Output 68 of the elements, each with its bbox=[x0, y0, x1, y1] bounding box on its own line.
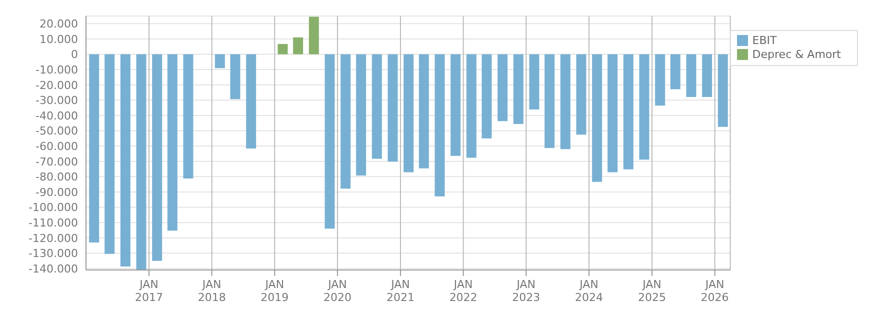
x-tick-label: JAN 2023 bbox=[512, 278, 540, 304]
bar bbox=[372, 54, 382, 159]
bar bbox=[340, 54, 351, 189]
bar bbox=[278, 44, 288, 54]
bar bbox=[576, 54, 586, 135]
bar bbox=[136, 54, 146, 270]
y-tick-label: 10.000 bbox=[40, 32, 78, 46]
bar bbox=[418, 54, 429, 168]
bar bbox=[152, 54, 162, 261]
bar bbox=[686, 54, 696, 97]
x-tick-label: JAN 2026 bbox=[700, 278, 729, 304]
bar bbox=[592, 54, 602, 182]
y-tick-label: -60.000 bbox=[36, 140, 78, 153]
legend-label: Deprec & Amort bbox=[752, 48, 841, 61]
bar bbox=[718, 54, 728, 127]
bar bbox=[466, 54, 476, 158]
y-tick-label: -110.000 bbox=[28, 216, 78, 230]
bar bbox=[167, 54, 178, 231]
bar bbox=[529, 54, 540, 110]
bar bbox=[544, 54, 555, 148]
bar bbox=[404, 54, 414, 172]
bar bbox=[513, 54, 524, 124]
bar bbox=[308, 16, 319, 54]
y-tick-label: -130.000 bbox=[28, 247, 78, 260]
y-tick-label: -120.000 bbox=[28, 232, 78, 245]
y-tick-label: -140.000 bbox=[28, 262, 78, 276]
x-tick-label: JAN 2018 bbox=[198, 278, 226, 304]
y-tick-label: -20.000 bbox=[36, 78, 78, 92]
bar bbox=[670, 54, 680, 90]
bar bbox=[324, 54, 335, 229]
bar bbox=[560, 54, 570, 150]
y-tick-label: -30.000 bbox=[36, 94, 78, 108]
bar bbox=[623, 54, 634, 170]
y-tick-label: -90.000 bbox=[36, 186, 78, 199]
y-tick-label: 0 bbox=[71, 48, 78, 62]
x-tick-label: JAN 2025 bbox=[638, 278, 666, 304]
y-tick-label: -40.000 bbox=[36, 109, 78, 122]
bar bbox=[388, 54, 398, 162]
bar bbox=[214, 54, 225, 68]
bar bbox=[482, 54, 492, 138]
x-tick-label: JAN 2020 bbox=[323, 278, 352, 304]
bar bbox=[702, 54, 712, 97]
x-tick-label: JAN 2019 bbox=[260, 278, 289, 304]
bar bbox=[183, 54, 194, 178]
bar bbox=[246, 54, 256, 149]
bar bbox=[230, 54, 240, 100]
bar bbox=[655, 54, 666, 106]
y-tick-label: -70.000 bbox=[36, 155, 78, 168]
bar bbox=[293, 37, 304, 54]
bar bbox=[104, 54, 115, 254]
bar bbox=[450, 54, 461, 156]
legend-label: EBIT bbox=[752, 34, 777, 47]
y-tick-label: 20.000 bbox=[40, 18, 78, 31]
y-tick-label: -50.000 bbox=[36, 124, 78, 138]
x-tick-label: JAN 2021 bbox=[386, 278, 414, 304]
bar bbox=[120, 54, 130, 266]
x-tick-label: JAN 2024 bbox=[574, 278, 603, 304]
bar bbox=[434, 54, 445, 196]
bar bbox=[498, 54, 508, 122]
y-tick-label: -80.000 bbox=[36, 170, 78, 184]
x-tick-label: JAN 2017 bbox=[135, 278, 163, 304]
bar bbox=[89, 54, 100, 242]
bar bbox=[608, 54, 618, 172]
y-tick-label: -100.000 bbox=[28, 201, 78, 214]
y-tick-label: -10.000 bbox=[36, 63, 78, 76]
bar bbox=[639, 54, 650, 160]
x-tick-label: JAN 2022 bbox=[449, 278, 478, 304]
bar bbox=[356, 54, 366, 176]
